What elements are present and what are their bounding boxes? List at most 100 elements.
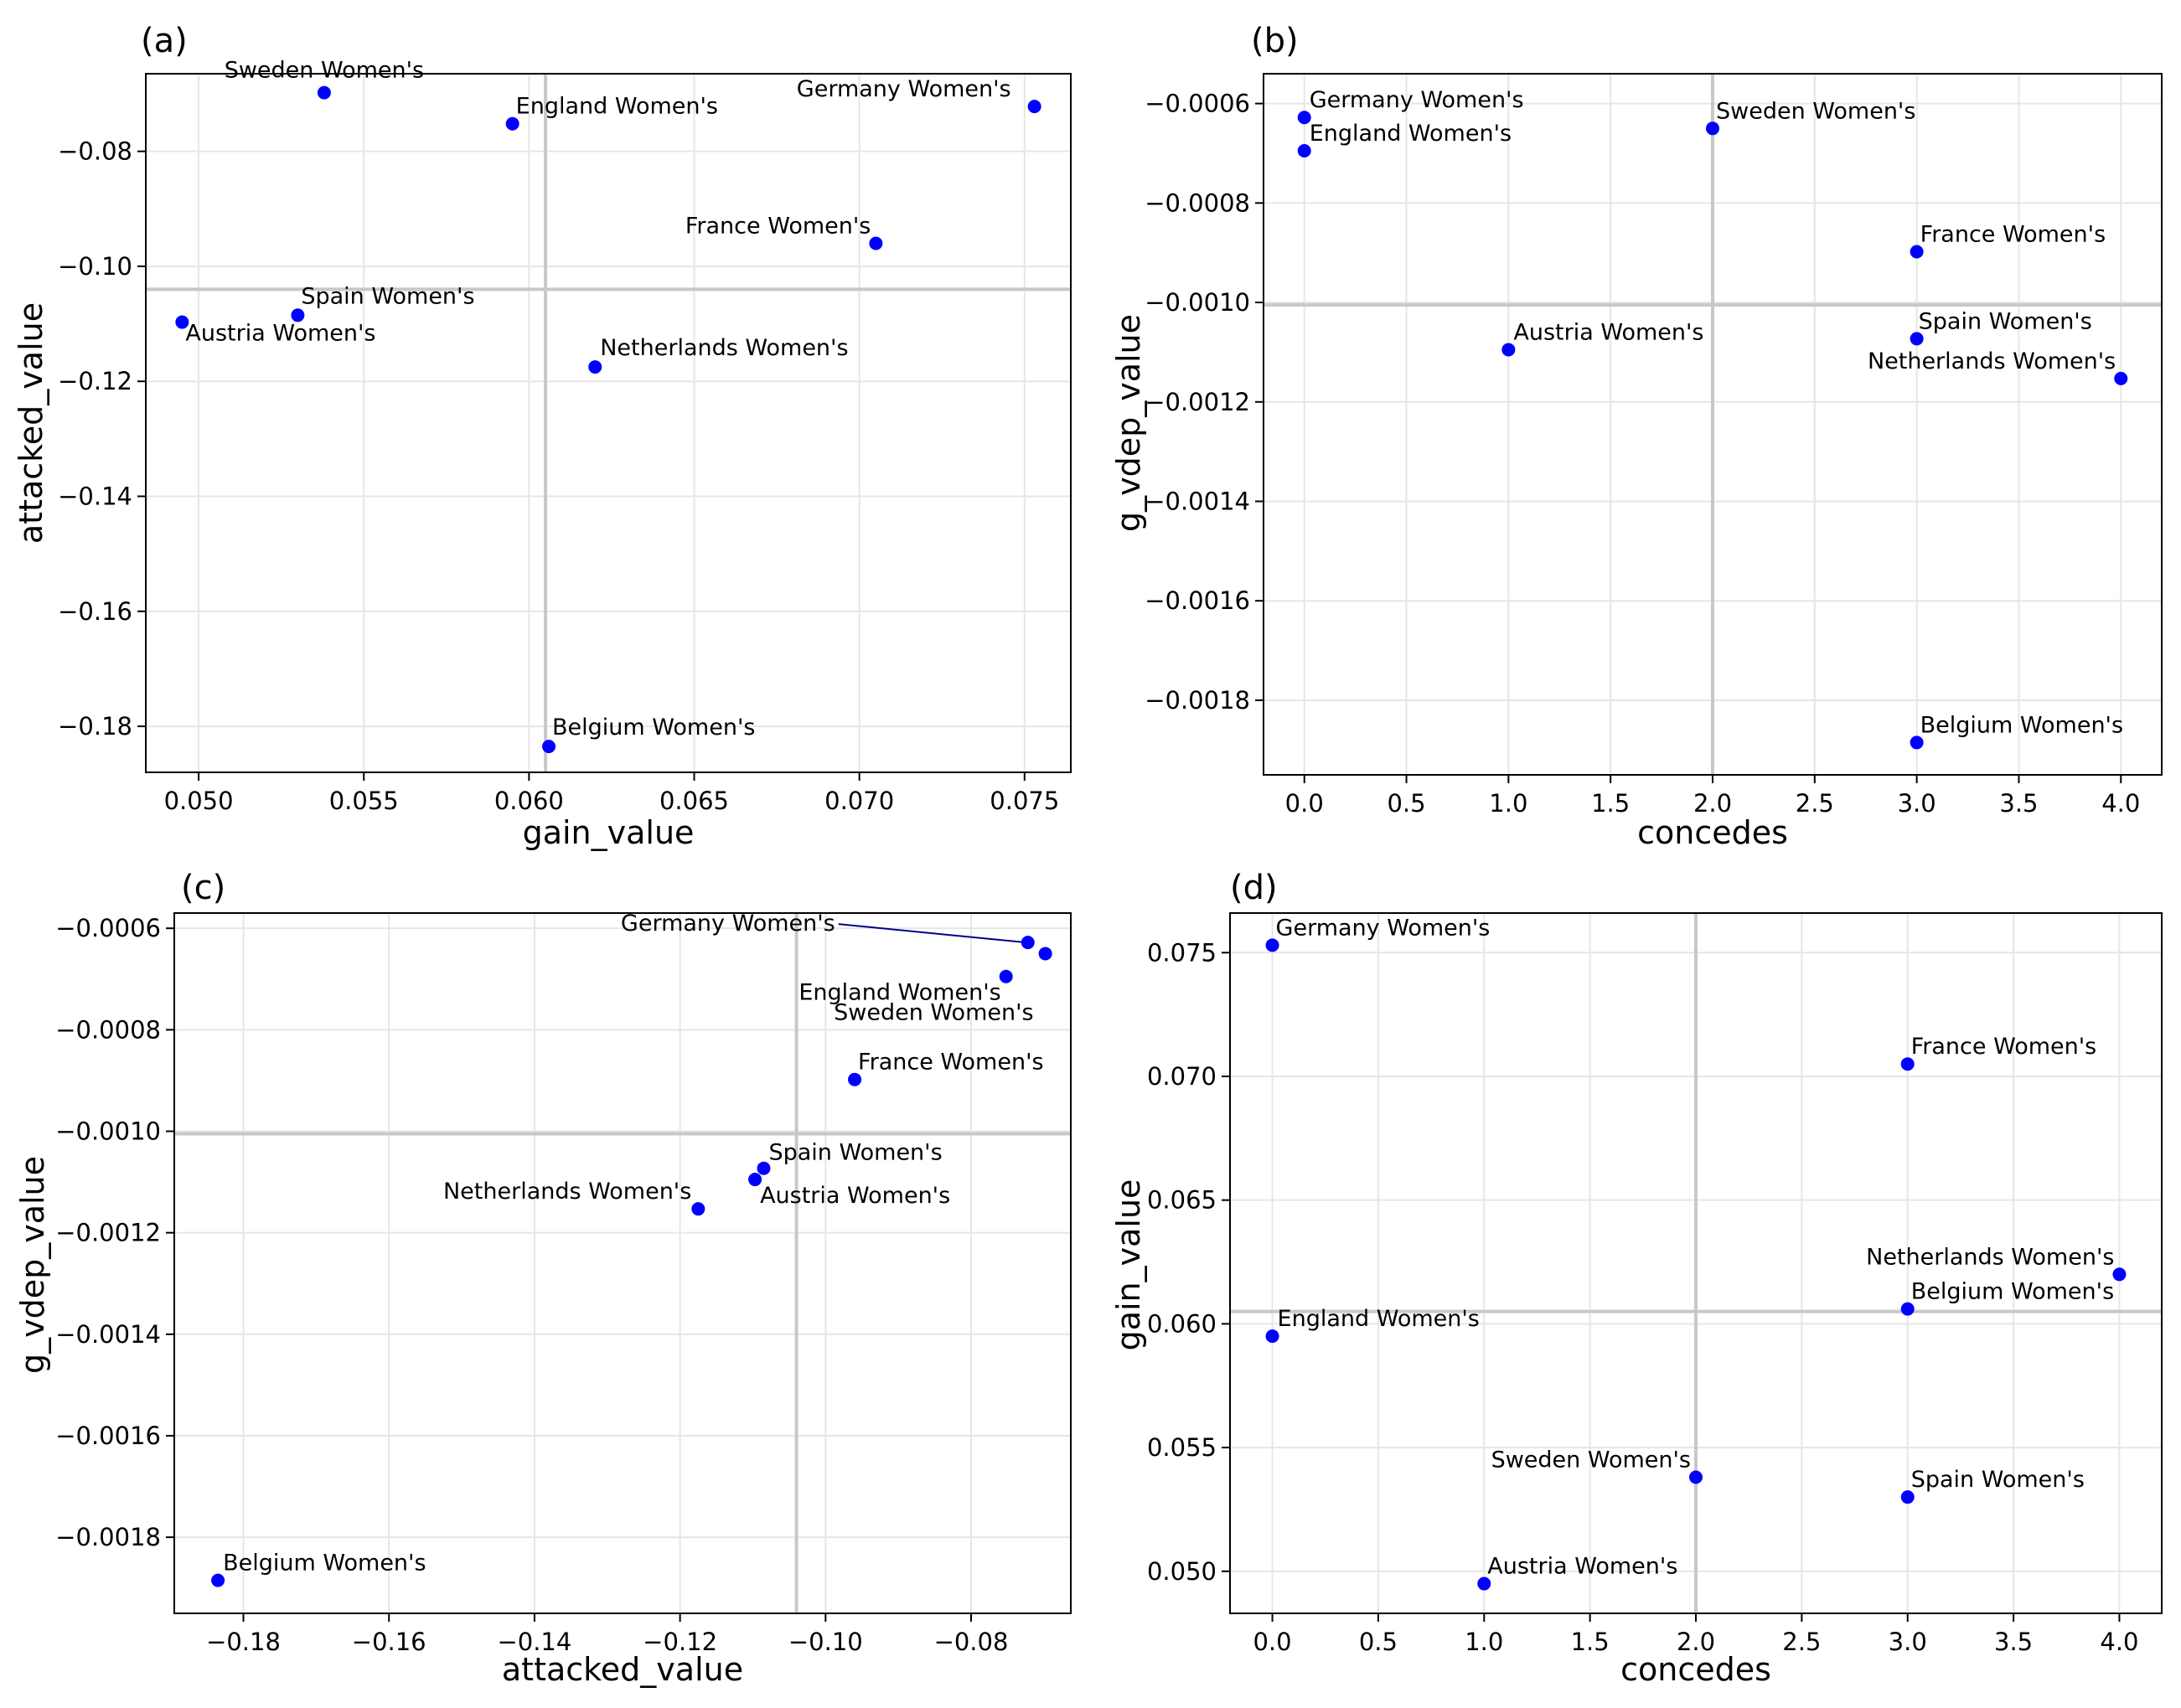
- x-axis-label: gain_value: [523, 814, 695, 851]
- point-label-france-womens: France Women's: [858, 1050, 1044, 1076]
- point-label-germany-womens: Germany Women's: [1310, 87, 1524, 113]
- point-label-spain-womens: Spain Women's: [1919, 308, 2092, 334]
- data-point-spain-womens: [1910, 332, 1924, 346]
- y-tick-label: −0.14: [58, 482, 132, 511]
- x-tick-label: 0.065: [659, 787, 729, 815]
- x-tick-label: 3.5: [1999, 789, 2038, 818]
- point-label-belgium-womens: Belgium Women's: [223, 1551, 426, 1576]
- data-point-germany-womens: [1021, 936, 1035, 950]
- y-tick-label: −0.0012: [55, 1219, 161, 1247]
- x-tick-label: 0.055: [329, 787, 399, 815]
- point-label-france-womens: France Women's: [1920, 222, 2106, 248]
- point-label-netherlands-womens: Netherlands Women's: [600, 335, 848, 361]
- point-label-belgium-womens: Belgium Women's: [1920, 712, 2123, 738]
- y-tick-label: 0.070: [1147, 1062, 1217, 1091]
- data-point-netherlands-womens: [588, 360, 602, 374]
- data-point-spain-womens: [757, 1161, 771, 1175]
- point-label-sweden-womens: Sweden Women's: [225, 58, 424, 84]
- x-axis-label: attacked_value: [502, 1651, 743, 1688]
- x-tick-label: 0.060: [494, 787, 564, 815]
- data-point-france-womens: [1910, 245, 1924, 259]
- point-label-france-womens: France Women's: [685, 213, 871, 239]
- point-label-netherlands-womens: Netherlands Women's: [1868, 348, 2116, 374]
- x-tick-label: 1.0: [1465, 1628, 1503, 1656]
- point-label-germany-womens: Germany Women's: [621, 911, 835, 937]
- data-point-sweden-womens: [1038, 947, 1052, 961]
- x-tick-label: −0.18: [206, 1628, 281, 1656]
- data-point-belgium-womens: [1900, 1302, 1915, 1316]
- label-leader-line: [838, 923, 1026, 944]
- y-tick-label: 0.055: [1147, 1433, 1217, 1462]
- point-label-england-womens: England Women's: [1278, 1306, 1480, 1332]
- x-tick-label: 2.0: [1677, 1628, 1715, 1656]
- point-label-spain-womens: Spain Women's: [1911, 1467, 2085, 1493]
- data-point-france-womens: [1900, 1057, 1915, 1071]
- panel-letter: (c): [181, 869, 225, 907]
- panel-c: −0.18 −0.16 −0.14 −0.12 −0.10 −0.08 −0.0018 −0.…: [14, 869, 1072, 1688]
- data-point-austria-womens: [1477, 1576, 1491, 1591]
- panel-letter: (b): [1251, 22, 1299, 60]
- x-tick-label: 0.5: [1359, 1628, 1398, 1656]
- data-point-germany-womens: [1297, 111, 1311, 125]
- data-point-austria-womens: [748, 1173, 762, 1187]
- x-tick-label: 1.0: [1489, 789, 1527, 818]
- point-label-france-womens: France Women's: [1911, 1034, 2097, 1060]
- panel-letter: (a): [141, 22, 188, 60]
- data-point-netherlands-womens: [691, 1202, 705, 1216]
- data-point-england-womens: [999, 969, 1013, 983]
- x-tick-label: 3.5: [1994, 1628, 2033, 1656]
- point-label-england-womens: England Women's: [516, 94, 718, 120]
- point-label-belgium-womens: Belgium Women's: [1911, 1279, 2114, 1305]
- y-tick-label: −0.08: [58, 137, 132, 166]
- x-tick-label: −0.14: [497, 1628, 571, 1656]
- plot-frame: [173, 912, 1072, 1614]
- x-tick-label: 0.0: [1253, 1628, 1291, 1656]
- x-tick-label: −0.10: [788, 1628, 863, 1656]
- data-point-austria-womens: [175, 315, 189, 329]
- x-tick-label: 0.050: [164, 787, 234, 815]
- y-axis-label: g_vdep_value: [14, 1156, 51, 1374]
- data-point-germany-womens: [1027, 100, 1041, 114]
- y-tick-label: −0.0016: [1145, 586, 1250, 615]
- data-point-netherlands-womens: [2112, 1267, 2127, 1282]
- y-tick-label: −0.12: [58, 367, 132, 395]
- y-tick-label: −0.18: [58, 712, 132, 740]
- point-label-sweden-womens: Sweden Women's: [1716, 98, 1915, 124]
- x-tick-label: 3.0: [1898, 789, 1936, 818]
- point-label-sweden-womens: Sweden Women's: [1491, 1447, 1691, 1473]
- point-label-germany-womens: Germany Women's: [797, 76, 1011, 102]
- data-point-belgium-womens: [211, 1573, 225, 1587]
- x-tick-label: 4.0: [2100, 1628, 2138, 1656]
- point-label-germany-womens: Germany Women's: [1276, 915, 1491, 941]
- y-tick-label: −0.0008: [55, 1015, 161, 1044]
- y-axis-label: g_vdep_value: [1110, 314, 1147, 532]
- x-tick-label: 1.5: [1571, 1628, 1610, 1656]
- y-tick-label: −0.16: [58, 597, 132, 626]
- point-label-sweden-womens: Sweden Women's: [834, 999, 1033, 1025]
- data-point-spain-womens: [291, 308, 305, 323]
- x-tick-label: 2.5: [1796, 789, 1834, 818]
- y-tick-label: −0.0008: [1145, 188, 1250, 217]
- y-tick-label: 0.060: [1147, 1309, 1217, 1338]
- x-tick-label: 2.5: [1782, 1628, 1821, 1656]
- data-point-sweden-womens: [1689, 1470, 1703, 1484]
- y-tick-label: −0.0006: [55, 914, 161, 942]
- y-axis-label: attacked_value: [13, 302, 49, 544]
- panel-a: 0.050 0.055 0.060 0.065 0.070 0.075 −0.18 −0.16…: [13, 22, 1072, 851]
- x-tick-label: 0.0: [1285, 789, 1324, 818]
- data-point-england-womens: [1265, 1329, 1279, 1344]
- data-point-austria-womens: [1501, 343, 1516, 357]
- y-tick-label: −0.0018: [55, 1523, 161, 1551]
- y-tick-label: 0.075: [1147, 938, 1217, 967]
- point-label-spain-womens: Spain Women's: [301, 283, 474, 309]
- x-tick-label: 3.0: [1889, 1628, 1927, 1656]
- x-tick-label: 0.5: [1387, 789, 1425, 818]
- data-point-france-womens: [869, 236, 883, 250]
- y-tick-label: 0.050: [1147, 1557, 1217, 1586]
- x-tick-label: 0.075: [990, 787, 1059, 815]
- panel-letter: (d): [1230, 869, 1278, 907]
- point-label-belgium-womens: Belgium Women's: [552, 715, 755, 740]
- point-label-austria-womens: Austria Women's: [760, 1183, 950, 1209]
